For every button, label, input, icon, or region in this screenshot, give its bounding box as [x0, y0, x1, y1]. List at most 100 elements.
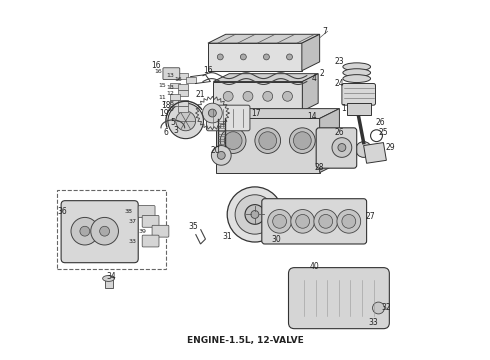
Text: 4: 4	[311, 74, 316, 83]
Polygon shape	[216, 109, 340, 118]
FancyBboxPatch shape	[163, 68, 180, 80]
Polygon shape	[364, 143, 387, 163]
Text: 13: 13	[166, 73, 174, 78]
Text: 14: 14	[307, 112, 317, 121]
Circle shape	[218, 54, 223, 60]
Circle shape	[290, 128, 315, 153]
Polygon shape	[208, 34, 319, 43]
Text: 3: 3	[173, 126, 178, 135]
Circle shape	[319, 215, 333, 228]
Text: 16: 16	[154, 69, 162, 74]
Circle shape	[241, 54, 246, 60]
Bar	[178, 73, 188, 78]
Text: 12: 12	[166, 91, 174, 96]
Bar	[178, 100, 188, 106]
FancyBboxPatch shape	[206, 105, 250, 131]
Text: 17: 17	[251, 109, 261, 118]
Polygon shape	[319, 109, 340, 172]
Text: 36: 36	[57, 207, 67, 216]
Circle shape	[208, 109, 216, 117]
FancyBboxPatch shape	[61, 201, 138, 263]
Text: 19: 19	[159, 109, 169, 118]
Bar	[104, 276, 113, 288]
Text: 21: 21	[196, 90, 205, 99]
Ellipse shape	[343, 75, 370, 82]
Circle shape	[314, 210, 338, 233]
Ellipse shape	[343, 69, 370, 77]
Text: 15: 15	[158, 83, 166, 88]
Polygon shape	[213, 74, 318, 82]
Circle shape	[296, 215, 310, 228]
Text: 2: 2	[320, 69, 324, 78]
Circle shape	[287, 54, 293, 60]
Text: 31: 31	[222, 231, 232, 240]
Polygon shape	[302, 34, 319, 71]
Text: 7: 7	[162, 101, 166, 106]
FancyBboxPatch shape	[142, 235, 159, 247]
Text: 1: 1	[341, 104, 346, 113]
Circle shape	[245, 204, 265, 224]
Bar	[178, 90, 188, 96]
Text: 13: 13	[166, 85, 174, 90]
Text: 39: 39	[138, 229, 146, 234]
Circle shape	[291, 210, 315, 233]
Circle shape	[238, 113, 244, 119]
FancyBboxPatch shape	[142, 215, 159, 227]
Circle shape	[337, 210, 361, 233]
Text: 30: 30	[272, 235, 282, 244]
Text: 33: 33	[368, 318, 378, 327]
Circle shape	[218, 152, 225, 159]
Text: ENGINE-1.5L, 12-VALVE: ENGINE-1.5L, 12-VALVE	[187, 336, 303, 345]
Polygon shape	[208, 43, 302, 71]
Ellipse shape	[102, 275, 115, 282]
Polygon shape	[216, 118, 319, 172]
Circle shape	[259, 132, 277, 149]
Circle shape	[80, 226, 90, 236]
Circle shape	[223, 91, 233, 101]
Circle shape	[224, 132, 242, 149]
Text: 26: 26	[376, 118, 385, 127]
Circle shape	[235, 195, 275, 234]
Text: 18: 18	[161, 101, 171, 110]
Circle shape	[211, 145, 231, 165]
Circle shape	[272, 215, 287, 228]
Circle shape	[176, 111, 196, 131]
FancyBboxPatch shape	[316, 128, 357, 168]
Circle shape	[243, 91, 253, 101]
Text: 33: 33	[128, 239, 136, 244]
Text: 16: 16	[174, 77, 182, 82]
Circle shape	[272, 113, 278, 119]
Text: 29: 29	[386, 143, 395, 152]
Bar	[166, 69, 176, 75]
Circle shape	[220, 113, 226, 119]
Circle shape	[283, 91, 293, 101]
Text: 23: 23	[334, 57, 344, 66]
Text: 6: 6	[164, 128, 169, 137]
Text: 24: 24	[334, 79, 344, 88]
Circle shape	[264, 54, 270, 60]
Text: 38: 38	[124, 209, 132, 214]
Circle shape	[338, 144, 346, 152]
Bar	[170, 82, 180, 89]
Text: 26: 26	[334, 128, 344, 137]
Bar	[210, 111, 305, 121]
Circle shape	[255, 113, 261, 119]
Circle shape	[227, 187, 283, 242]
Text: 37: 37	[128, 219, 136, 224]
Text: 16: 16	[204, 66, 213, 75]
Text: 34: 34	[107, 272, 117, 281]
Circle shape	[356, 141, 371, 157]
Bar	[170, 94, 180, 100]
Circle shape	[255, 128, 281, 153]
Bar	[178, 106, 188, 112]
Circle shape	[290, 113, 295, 119]
Text: 32: 32	[382, 303, 391, 312]
Circle shape	[268, 210, 292, 233]
Circle shape	[71, 217, 98, 245]
FancyBboxPatch shape	[138, 206, 155, 217]
Circle shape	[168, 103, 203, 139]
Circle shape	[332, 138, 352, 157]
Circle shape	[220, 128, 246, 153]
FancyBboxPatch shape	[289, 267, 390, 329]
Text: 7: 7	[322, 27, 327, 36]
